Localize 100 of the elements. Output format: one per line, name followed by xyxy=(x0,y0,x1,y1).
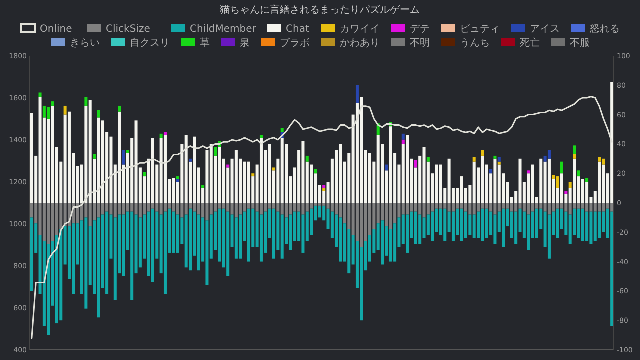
bar xyxy=(306,203,309,212)
bar xyxy=(247,203,250,209)
bar xyxy=(47,203,50,244)
bar xyxy=(184,203,188,215)
bar xyxy=(540,158,543,203)
bar xyxy=(406,203,410,215)
bar xyxy=(548,158,551,203)
bar xyxy=(481,150,484,156)
bar xyxy=(68,112,71,203)
bar xyxy=(535,208,538,238)
bar xyxy=(518,158,522,203)
bar xyxy=(418,203,422,215)
bar xyxy=(72,224,76,294)
bar xyxy=(88,203,92,227)
bar xyxy=(456,203,460,209)
bar xyxy=(280,214,284,259)
bar xyxy=(302,214,305,253)
bar xyxy=(222,203,226,209)
bar xyxy=(402,140,405,144)
bar xyxy=(330,203,334,212)
line-series xyxy=(31,96,613,340)
legend-label: 怒れる xyxy=(589,23,620,35)
bar xyxy=(118,106,122,112)
bar xyxy=(556,208,560,238)
bar xyxy=(218,203,222,209)
bar xyxy=(260,135,263,138)
bar xyxy=(280,138,284,203)
bar xyxy=(197,214,200,271)
bar xyxy=(106,203,109,212)
bar xyxy=(531,203,534,212)
bar xyxy=(234,203,238,218)
bar xyxy=(544,203,547,212)
bar xyxy=(51,102,54,106)
bar xyxy=(460,203,464,209)
bar xyxy=(164,132,167,136)
bar xyxy=(138,203,142,218)
bar xyxy=(468,203,472,215)
legend-label: うんち xyxy=(460,38,490,49)
bar xyxy=(260,138,263,203)
bar xyxy=(280,203,284,215)
bar xyxy=(302,141,305,203)
bar xyxy=(477,212,480,238)
bar xyxy=(426,203,430,215)
bar xyxy=(172,178,176,203)
legend-label: アイス xyxy=(530,24,560,35)
bar xyxy=(122,150,126,165)
bar xyxy=(548,214,551,259)
bar xyxy=(143,203,146,215)
bar xyxy=(339,218,342,262)
bar xyxy=(460,208,464,242)
legend-label: デテ xyxy=(410,24,430,35)
bar xyxy=(452,203,455,212)
bar xyxy=(280,128,284,132)
bar xyxy=(310,164,314,203)
bar xyxy=(30,218,34,292)
bar xyxy=(143,172,146,177)
bar xyxy=(243,162,246,203)
bar xyxy=(389,126,392,203)
bar xyxy=(510,203,514,212)
bar xyxy=(598,162,602,203)
bar xyxy=(452,212,455,242)
bar xyxy=(122,203,126,215)
bar xyxy=(272,203,276,209)
bar xyxy=(485,208,488,238)
bar xyxy=(260,203,263,215)
bar xyxy=(118,203,122,215)
bar xyxy=(114,203,117,218)
bar xyxy=(531,164,534,203)
bar xyxy=(156,203,159,212)
bar xyxy=(114,218,117,300)
legend-label: カワイイ xyxy=(340,24,380,35)
bar xyxy=(206,203,209,221)
bar xyxy=(481,203,484,209)
bar xyxy=(586,203,589,212)
bar xyxy=(97,110,100,118)
bar xyxy=(306,156,309,162)
bar xyxy=(586,212,589,242)
bar xyxy=(226,212,230,276)
bar xyxy=(464,203,468,212)
bar xyxy=(581,203,584,209)
bar xyxy=(406,135,410,203)
legend-label: ブラボ xyxy=(280,37,310,49)
bar xyxy=(172,212,176,253)
bar xyxy=(88,100,92,203)
bar xyxy=(164,135,167,203)
bar xyxy=(594,212,597,242)
bar xyxy=(535,203,538,209)
bar xyxy=(598,157,602,162)
bar xyxy=(239,203,242,215)
legend-label: 不明 xyxy=(410,38,430,49)
bar xyxy=(234,150,238,203)
bar xyxy=(494,156,497,159)
bar xyxy=(122,214,126,276)
bar xyxy=(594,203,597,212)
bar xyxy=(210,144,213,203)
bar xyxy=(97,218,100,318)
legend-label: 不服 xyxy=(570,38,590,49)
legend-label: ClickSize xyxy=(106,24,150,35)
bar xyxy=(548,203,551,215)
bar xyxy=(406,214,410,253)
